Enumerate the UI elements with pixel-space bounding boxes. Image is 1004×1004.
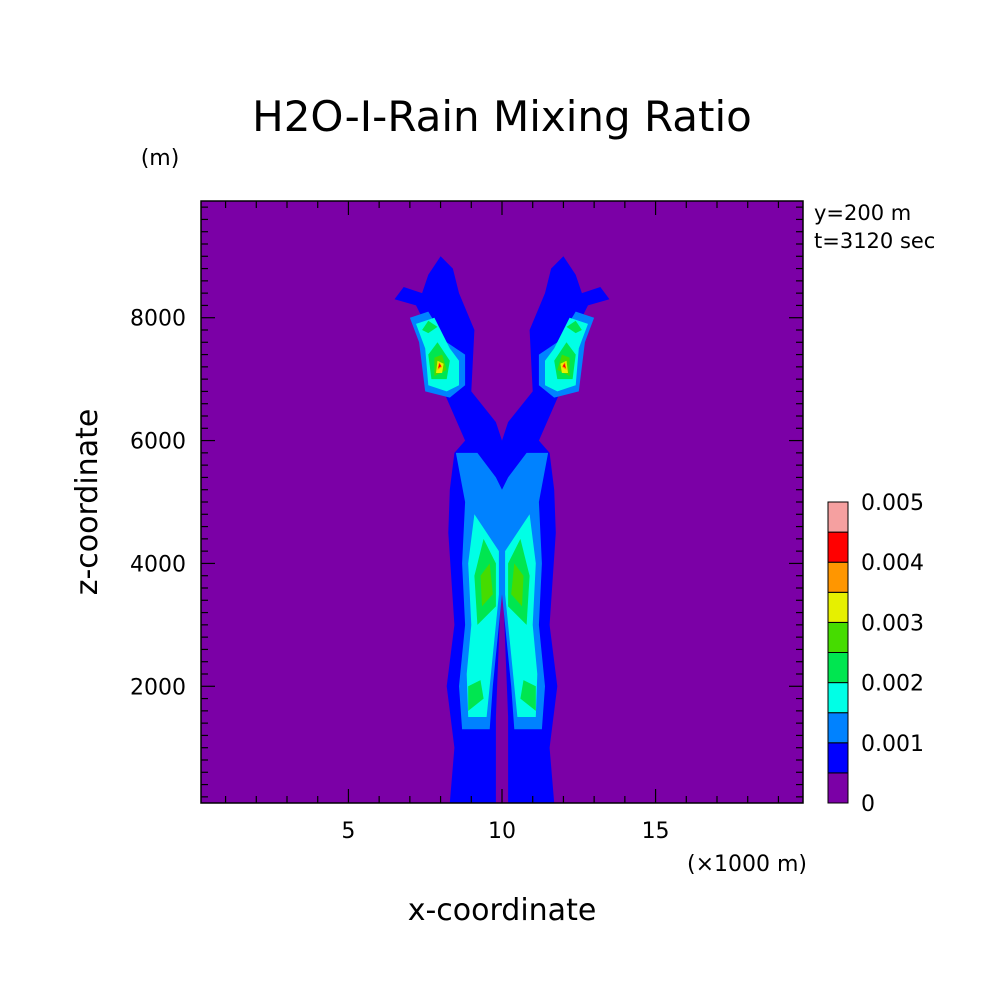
colorbar-label: 0.005 (861, 491, 924, 516)
y-tick-label: 8000 (130, 307, 186, 332)
colorbar-swatch-6 (827, 591, 849, 623)
colorbar-label: 0.001 (861, 732, 924, 757)
annotation-y: y=200 m (814, 201, 911, 225)
contour-region-27 (562, 363, 566, 369)
y-axis-unit: (m) (141, 146, 180, 171)
contour-region-19 (511, 563, 524, 607)
contour-region-16 (422, 320, 438, 334)
colorbar-swatch-9 (827, 501, 849, 533)
y-tick-label: 2000 (130, 675, 186, 700)
colorbar-swatch-5 (827, 621, 849, 654)
chart-title: H2O-I-Rain Mixing Ratio (252, 92, 752, 141)
x-axis-label: x-coordinate (408, 893, 597, 928)
annotation-t: t=3120 sec (814, 229, 935, 253)
colorbar-label: 0 (861, 792, 875, 817)
contour-regions (394, 256, 610, 803)
colorbar-swatch-4 (827, 652, 849, 684)
contour-region-18 (480, 563, 493, 607)
contour-region-17 (566, 320, 582, 334)
colorbar-label: 0.003 (861, 611, 924, 636)
colorbar-swatch-0 (827, 772, 849, 804)
y-tick-label: 6000 (130, 430, 186, 455)
contour-region-26 (438, 363, 442, 369)
colorbar-label: 0.004 (861, 551, 924, 576)
colorbar-swatch-8 (827, 531, 849, 563)
contour-region-10 (468, 680, 484, 711)
colorbar-swatch-2 (827, 712, 849, 744)
x-tick-labels: 5 10 15 (341, 819, 669, 844)
y-axis-label: z-coordinate (70, 409, 105, 596)
y-tick-label: 4000 (130, 552, 186, 577)
x-tick-label: 10 (488, 819, 516, 844)
colorbar-swatch-3 (827, 682, 849, 714)
contour-region-11 (520, 680, 536, 711)
x-axis-unit: (×1000 m) (687, 852, 807, 877)
axis-ticks (201, 201, 803, 803)
colorbar-swatch-7 (827, 561, 849, 593)
y-tick-labels: 2000 4000 6000 8000 (130, 307, 186, 701)
x-tick-label: 5 (341, 819, 355, 844)
colorbar-label: 0.002 (861, 672, 924, 697)
colorbar-swatch-1 (827, 742, 849, 774)
plot-area (200, 200, 804, 804)
colorbar: 0 0.001 0.002 0.003 0.004 0.005 (827, 491, 924, 817)
x-tick-label: 15 (642, 819, 670, 844)
